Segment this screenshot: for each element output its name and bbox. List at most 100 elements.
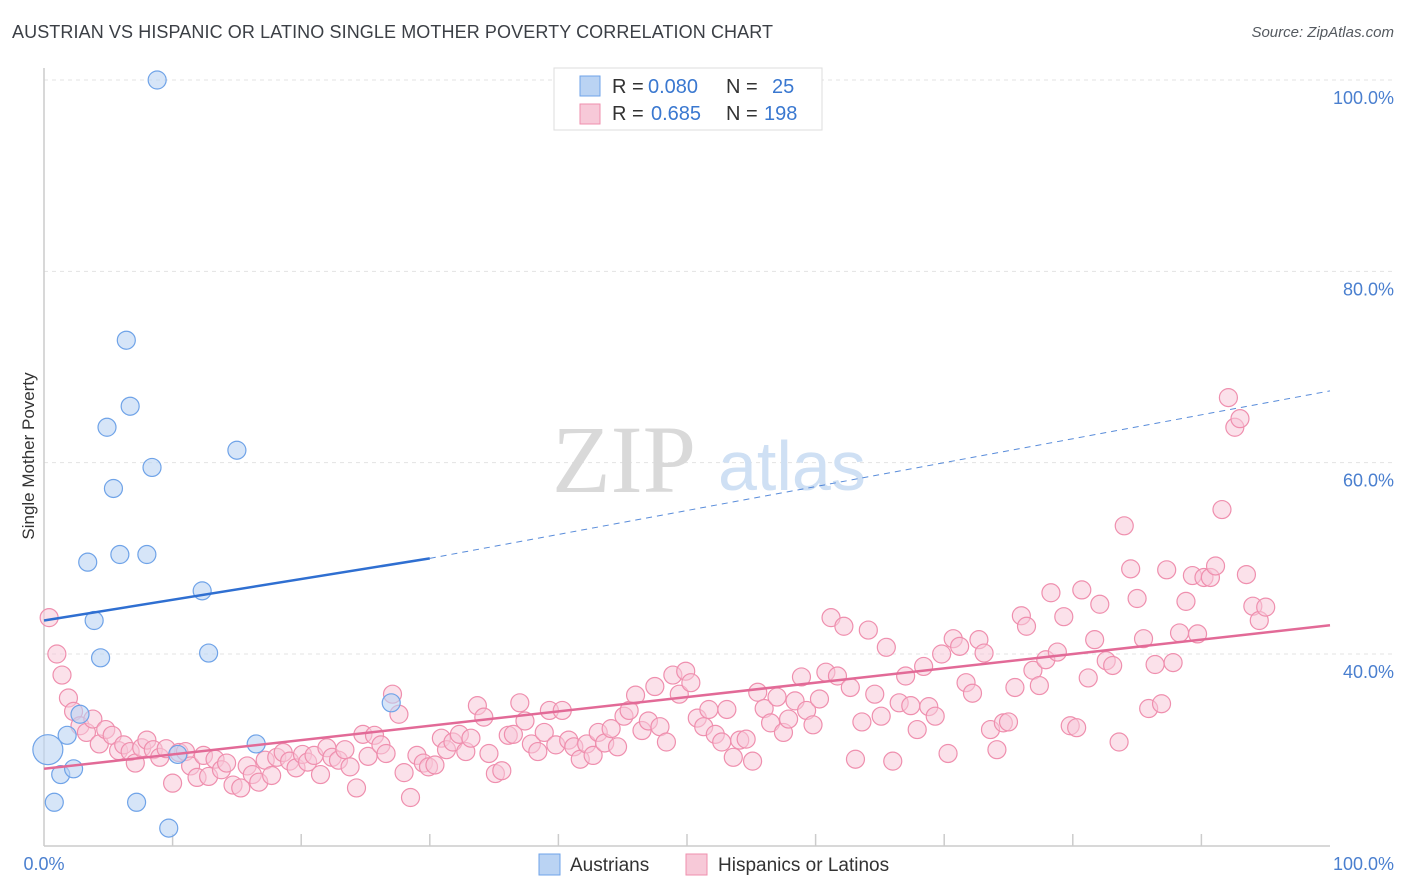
austrian-point [227,440,247,460]
hispanic-point [907,719,927,740]
hispanic-point [601,719,621,739]
hispanic-point [871,706,891,726]
hispanic-point [914,656,934,677]
hispanic-point [791,667,812,687]
y-tick-label-60: 60.0% [1343,471,1394,491]
hispanic-point [699,699,719,720]
chart-source: Source: ZipAtlas.com [1251,24,1394,41]
hispanic-point [1230,409,1250,429]
hispanic-point [52,665,72,685]
hispanic-point [748,682,768,702]
legend-bottom: Austrians Hispanics or Latinos [538,853,889,876]
watermark-atlas: atlas [718,427,866,505]
hispanic-point [809,689,830,709]
austrian-point [159,818,179,838]
series-hispanics [39,388,1276,808]
hispanic-point [742,751,763,771]
hispanic-point [231,778,251,798]
hispanic-point [1090,594,1110,614]
trend-lines [43,390,1331,771]
hispanic-point [1005,677,1025,698]
hispanic-point [1114,516,1134,536]
hispanic-point [528,741,548,762]
x-tick-label-0: 0.0% [23,854,64,874]
legend-swatch-austrians [579,75,601,97]
hispanic-point [1072,580,1092,600]
hispanic-point [1133,629,1154,649]
hispanic-point [1127,588,1147,609]
hispanic-point [712,732,732,752]
hispanic-point [583,745,603,766]
hispanic-point [310,764,331,785]
hispanic-point [217,753,237,773]
hispanic-point [901,696,921,716]
hispanic-point [346,778,367,798]
hispanic-point [340,757,360,777]
hispanic-point [925,706,945,726]
y-axis-label: Single Mother Poverty [19,372,38,540]
hispanic-point [723,747,743,767]
legend-bottom-label-austrians: Austrians [570,855,649,876]
hispanic-point [865,684,885,704]
hispanic-point [767,687,787,707]
hispanic-point [1109,732,1129,752]
legend-bottom-swatch-austrians [538,853,561,876]
hispanic-point [607,737,628,757]
hispanic-point [1047,642,1067,662]
hispanic-point [736,729,756,749]
hispanic-point [1121,559,1141,579]
y-tick-labels: 40.0% 60.0% 80.0% 100.0% [1333,88,1394,682]
hispanic-point [1176,591,1196,611]
hispanic-point [1205,556,1226,576]
watermark: ZIP atlas [552,406,866,513]
hispanic-point [1103,655,1123,676]
hispanic-point [1041,583,1061,603]
austrian-point [57,725,77,745]
legend-r-label-austrians: R = [612,76,644,98]
hispanic-point [1029,675,1049,696]
hispanic-point [534,722,554,743]
austrian-point [97,417,117,437]
chart-title: AUSTRIAN VS HISPANIC OR LATINO SINGLE MO… [12,22,774,42]
austrian-point [126,792,147,812]
trend-line-austrians-extension [429,390,1331,559]
hispanic-point [625,685,646,705]
x-ticks [171,834,1203,846]
legend-swatch-hispanics [579,103,601,125]
hispanic-point [1085,630,1105,650]
hispanic-point [376,743,396,764]
legend-n-label-austrians: N = [726,76,758,98]
austrian-point [90,648,111,668]
hispanic-point [1169,623,1190,643]
legend-top: R = 0.080 N = 25 R = 0.685 N = 198 [553,67,823,131]
austrian-point [120,396,140,416]
hispanic-point [163,773,183,793]
hispanic-point [760,713,781,733]
legend-r-value-hispanics: 0.685 [651,103,701,125]
y-tick-label-100: 100.0% [1333,88,1394,108]
austrian-point [381,693,401,713]
hispanic-point [492,761,512,781]
y-tick-label-80: 80.0% [1343,279,1394,299]
legend-bottom-label-hispanics: Hispanics or Latinos [718,855,889,876]
hispanic-point [962,683,983,703]
y-tick-label-40: 40.0% [1343,662,1394,682]
hispanic-point [1218,388,1239,408]
hispanic-point [1016,616,1037,636]
austrian-point [142,457,162,478]
hispanic-point [932,644,952,664]
x-tick-labels: 0.0% 100.0% [23,854,1394,874]
hispanic-point [681,673,701,693]
hispanic-point [474,707,494,727]
hispanic-point [335,740,355,760]
hispanic-point [998,712,1019,732]
hispanic-point [1054,607,1074,627]
austrian-point [32,734,64,766]
austrian-point [44,792,64,812]
hispanic-point [1157,560,1177,580]
x-tick-label-100: 100.0% [1333,854,1394,874]
hispanic-point [1151,694,1172,714]
hispanic-point [394,763,414,783]
hispanic-point [1145,654,1165,675]
